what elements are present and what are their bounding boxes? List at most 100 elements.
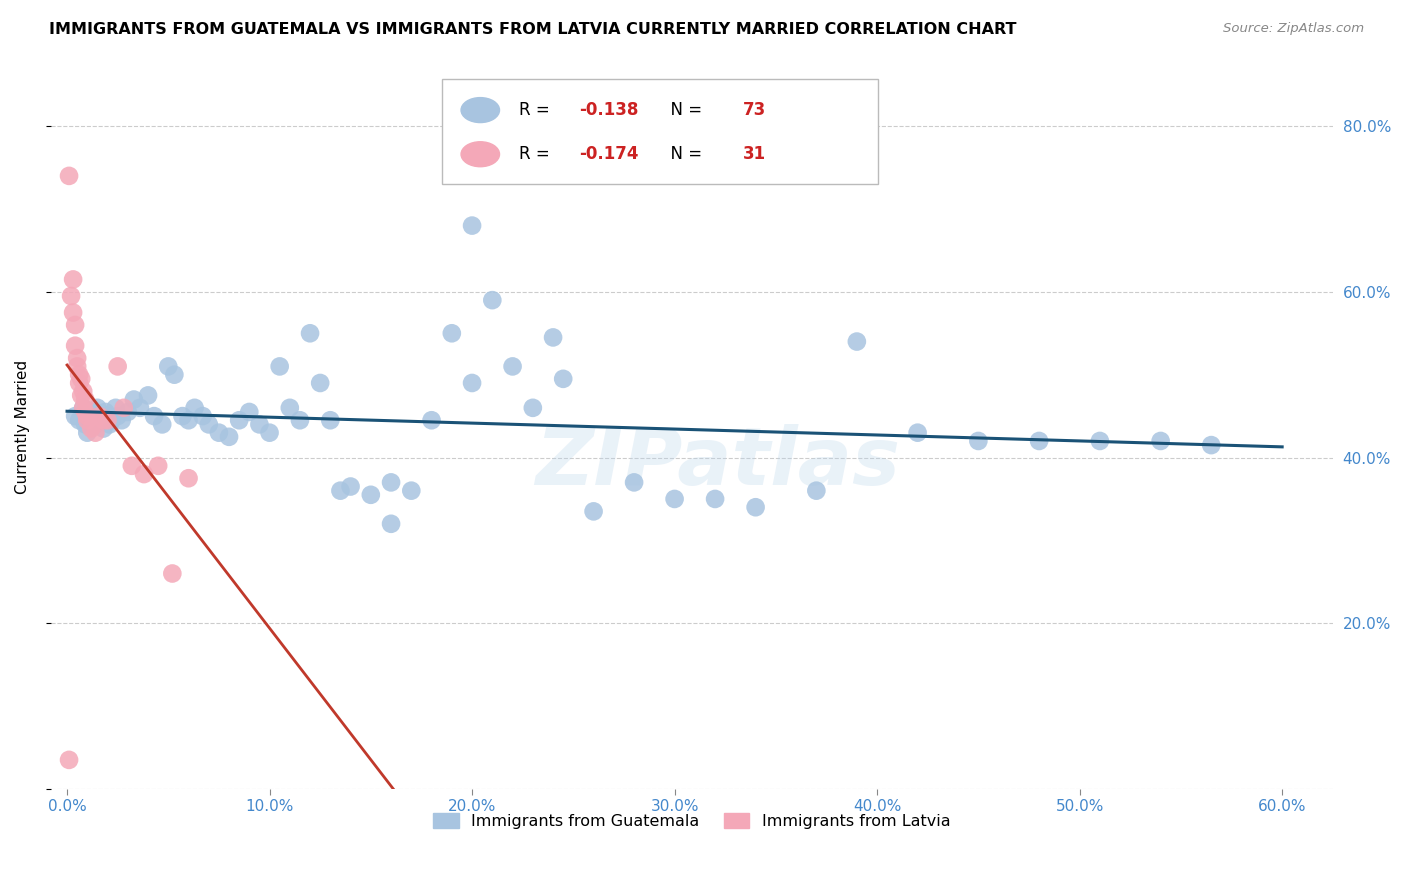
Point: [278, 401, 301, 415]
Point: [76, 413, 98, 427]
Text: ZIPatlas: ZIPatlas: [534, 424, 900, 501]
Text: Source: ZipAtlas.com: Source: ZipAtlas.com: [1223, 22, 1364, 36]
Point: [553, 372, 575, 386]
Point: [380, 475, 402, 490]
Point: [111, 413, 134, 427]
Point: [121, 458, 143, 473]
Point: [150, 417, 173, 432]
Point: [299, 326, 322, 341]
Point: [401, 483, 423, 498]
Point: [163, 368, 186, 382]
Text: R =: R =: [519, 101, 555, 120]
Point: [76, 409, 98, 423]
Point: [66, 359, 89, 374]
Point: [82, 413, 104, 427]
Point: [107, 359, 129, 374]
Point: [967, 434, 990, 448]
Point: [191, 409, 214, 423]
Text: IMMIGRANTS FROM GUATEMALA VS IMMIGRANTS FROM LATVIA CURRENTLY MARRIED CORRELATIO: IMMIGRANTS FROM GUATEMALA VS IMMIGRANTS …: [49, 22, 1017, 37]
Point: [481, 293, 503, 307]
Point: [664, 491, 686, 506]
Point: [63, 339, 86, 353]
Point: [70, 388, 93, 402]
Point: [84, 417, 107, 432]
Point: [104, 401, 127, 415]
Point: [1088, 434, 1111, 448]
Point: [360, 488, 382, 502]
Point: [502, 359, 524, 374]
Point: [259, 425, 281, 440]
Point: [62, 305, 84, 319]
Point: [100, 413, 122, 427]
Point: [162, 566, 184, 581]
Point: [58, 753, 80, 767]
Point: [75, 417, 97, 432]
Point: [1199, 438, 1222, 452]
Point: [461, 376, 484, 390]
Point: [76, 425, 98, 440]
Point: [93, 421, 115, 435]
Text: N =: N =: [659, 101, 707, 120]
Point: [288, 413, 311, 427]
Point: [96, 413, 118, 427]
Point: [582, 504, 605, 518]
Point: [63, 409, 86, 423]
Text: -0.174: -0.174: [579, 145, 638, 163]
Point: [112, 401, 135, 415]
Ellipse shape: [461, 97, 499, 122]
Point: [72, 401, 94, 415]
Point: [319, 413, 342, 427]
Point: [129, 401, 152, 415]
FancyBboxPatch shape: [441, 78, 877, 184]
Point: [96, 409, 118, 423]
Point: [75, 405, 97, 419]
Point: [72, 401, 94, 415]
Text: -0.138: -0.138: [579, 101, 638, 120]
Point: [183, 401, 205, 415]
Point: [122, 392, 145, 407]
Text: N =: N =: [659, 145, 707, 163]
Point: [89, 409, 111, 423]
Y-axis label: Currently Married: Currently Married: [15, 359, 30, 493]
Point: [67, 413, 90, 427]
Point: [75, 392, 97, 407]
Point: [146, 458, 169, 473]
Point: [380, 516, 402, 531]
Text: R =: R =: [519, 145, 555, 163]
Point: [60, 289, 83, 303]
Point: [136, 388, 159, 402]
Point: [177, 471, 200, 485]
Point: [461, 219, 484, 233]
Point: [67, 376, 90, 390]
Point: [269, 359, 291, 374]
Point: [157, 359, 180, 374]
Point: [623, 475, 645, 490]
Point: [218, 430, 240, 444]
Point: [98, 417, 121, 432]
Point: [1149, 434, 1171, 448]
Point: [67, 368, 90, 382]
Point: [420, 413, 443, 427]
Point: [143, 409, 166, 423]
Text: 31: 31: [744, 145, 766, 163]
Point: [228, 413, 250, 427]
Point: [704, 491, 727, 506]
Point: [79, 409, 101, 423]
Point: [132, 467, 155, 481]
Point: [198, 417, 221, 432]
Point: [86, 401, 108, 415]
Point: [522, 401, 544, 415]
Point: [62, 272, 84, 286]
Point: [541, 330, 564, 344]
Ellipse shape: [461, 142, 499, 167]
Point: [90, 413, 112, 427]
Point: [208, 425, 231, 440]
Point: [339, 479, 361, 493]
Point: [63, 318, 86, 332]
Point: [845, 334, 868, 349]
Point: [70, 372, 93, 386]
Point: [117, 405, 139, 419]
Point: [80, 421, 103, 435]
Text: 73: 73: [744, 101, 766, 120]
Point: [72, 384, 94, 399]
